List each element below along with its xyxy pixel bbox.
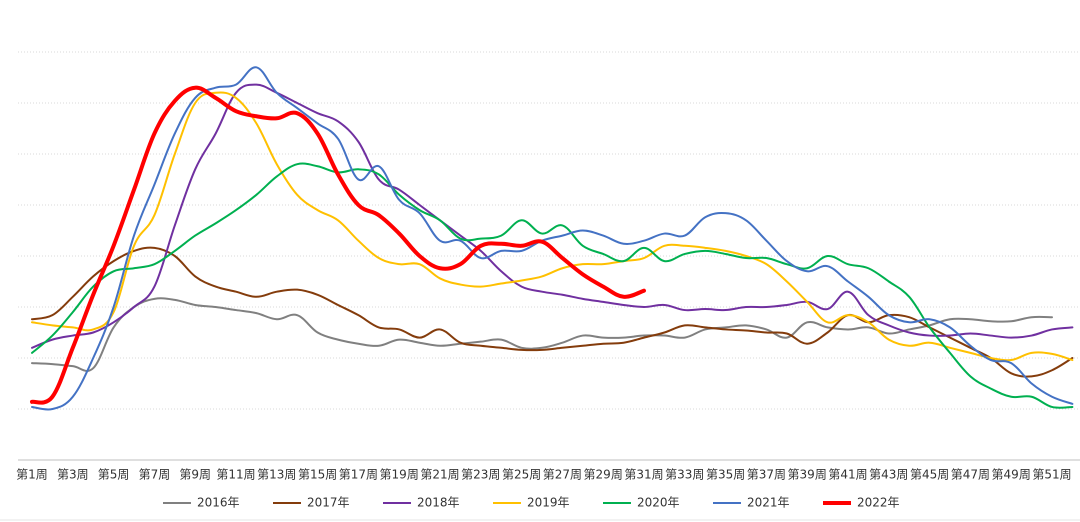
series-line (30, 85, 646, 405)
x-tick-label: 第13周 (257, 468, 296, 482)
x-tick-label: 第33周 (665, 468, 704, 482)
legend-label: 2016年 (197, 496, 240, 510)
legend-label: 2022年 (857, 496, 900, 510)
legend-label: 2021年 (747, 496, 790, 510)
series-line (31, 162, 1074, 409)
legend-label: 2020年 (637, 496, 680, 510)
legend-label: 2017年 (307, 496, 350, 510)
x-tick-label: 第11周 (216, 468, 255, 482)
legend-label: 2019年 (527, 496, 570, 510)
legend-label: 2018年 (417, 496, 460, 510)
x-tick-label: 第3周 (57, 468, 89, 482)
x-tick-label: 第43周 (869, 468, 908, 482)
x-tick-label: 第27周 (543, 468, 582, 482)
series-line (31, 91, 1074, 362)
x-tick-label: 第17周 (339, 468, 378, 482)
x-tick-label: 第15周 (298, 468, 337, 482)
x-tick-label: 第5周 (98, 468, 130, 482)
x-tick-label: 第25周 (502, 468, 541, 482)
x-tick-label: 第35周 (706, 468, 745, 482)
x-tick-label: 第21周 (420, 468, 459, 482)
x-tick-label: 第29周 (584, 468, 623, 482)
x-tick-label: 第31周 (624, 468, 663, 482)
series-line (31, 297, 1053, 372)
x-tick-label: 第9周 (179, 468, 211, 482)
x-tick-label: 第49周 (992, 468, 1031, 482)
series-line (31, 83, 1074, 349)
x-tick-label: 第37周 (747, 468, 786, 482)
x-tick-label: 第51周 (1032, 468, 1071, 482)
x-tick-label: 第45周 (910, 468, 949, 482)
x-tick-label: 第1周 (16, 468, 48, 482)
x-tick-label: 第7周 (139, 468, 171, 482)
x-tick-label: 第41周 (828, 468, 867, 482)
x-tick-label: 第47周 (951, 468, 990, 482)
x-tick-label: 第19周 (380, 468, 419, 482)
x-tick-label: 第23周 (461, 468, 500, 482)
series-line (31, 246, 1074, 378)
x-tick-label: 第39周 (788, 468, 827, 482)
